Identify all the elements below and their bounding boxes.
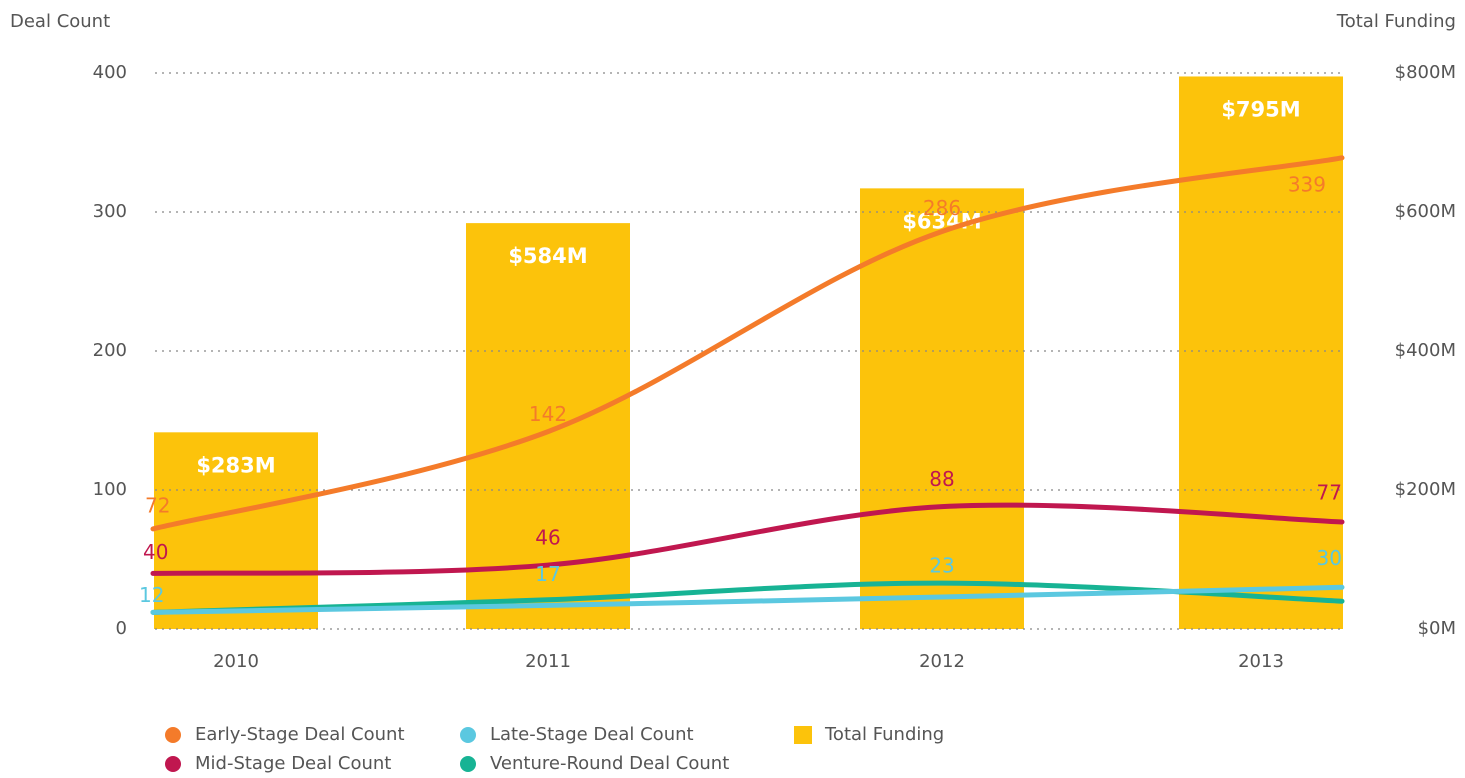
x-tick-label: 2011 — [525, 651, 571, 672]
bar-value-label: $283M — [196, 453, 275, 477]
bar — [860, 188, 1024, 629]
line — [150, 502, 1345, 576]
line-value-label: 46 — [535, 526, 560, 550]
legend-label: Early-Stage Deal Count — [195, 724, 405, 745]
legend-swatch — [460, 727, 476, 743]
y2-tick-label: $600M — [1395, 201, 1456, 222]
legend-label: Late-Stage Deal Count — [490, 724, 694, 745]
y-axis-title: Deal Count — [10, 11, 110, 32]
y-tick-label: 200 — [93, 340, 127, 361]
y2-tick-label: $800M — [1395, 62, 1456, 83]
x-tick-label: 2010 — [213, 651, 259, 672]
y-tick-label: 300 — [93, 201, 127, 222]
line-value-label: 286 — [923, 196, 961, 220]
bar-value-label: $584M — [508, 244, 587, 268]
legend-swatch — [165, 756, 181, 772]
line — [150, 155, 1345, 532]
y2-tick-label: $0M — [1418, 618, 1456, 639]
line-value-label: 142 — [529, 402, 567, 426]
y-tick-label: 100 — [93, 479, 127, 500]
x-tick-label: 2012 — [919, 651, 965, 672]
bar — [154, 432, 318, 629]
line-value-label: 23 — [929, 554, 954, 578]
line — [150, 584, 1345, 615]
y-tick-label: 0 — [116, 618, 127, 639]
y2-tick-label: $200M — [1395, 479, 1456, 500]
legend-swatch — [460, 756, 476, 772]
legend-swatch — [794, 726, 812, 744]
legend-swatch — [165, 727, 181, 743]
bar-value-label: $795M — [1221, 97, 1300, 121]
y2-tick-label: $400M — [1395, 340, 1456, 361]
line-value-label: 17 — [535, 562, 560, 586]
line-value-label: 72 — [145, 493, 170, 517]
line-value-label: 339 — [1288, 172, 1326, 196]
legend-label: Total Funding — [824, 724, 944, 745]
line-value-label: 12 — [139, 583, 164, 607]
x-tick-label: 2013 — [1238, 651, 1284, 672]
line-value-label: 88 — [929, 467, 954, 491]
line-value-label: 30 — [1317, 546, 1342, 570]
y2-axis-title: Total Funding — [1336, 11, 1456, 32]
line-value-label: 40 — [143, 540, 168, 564]
legend-label: Mid-Stage Deal Count — [195, 753, 391, 774]
legend-label: Venture-Round Deal Count — [490, 753, 729, 774]
y-tick-label: 400 — [93, 62, 127, 83]
line-value-label: 77 — [1317, 480, 1342, 504]
